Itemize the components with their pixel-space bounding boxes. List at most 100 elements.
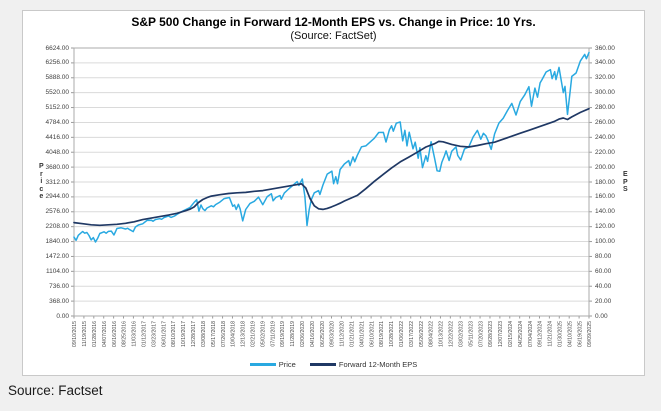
y-tick-label-right: 140.00 (595, 208, 615, 216)
x-tick-label: 06/16/2016 (112, 321, 118, 347)
x-tick-label: 09/19/2019 (280, 321, 286, 347)
price-line (73, 51, 590, 243)
plot-border (73, 47, 590, 317)
x-tick-label: 12/28/2017 (191, 321, 197, 347)
x-tick-label: 09/10/2015 (72, 321, 78, 347)
x-tick-label: 03/08/2018 (201, 321, 207, 347)
y-tick-label-right: 340.00 (595, 59, 615, 67)
y-tick-label-left: 1104.00 (45, 267, 69, 275)
y-tick-label-right: 200.00 (595, 163, 615, 171)
x-tick-label: 03/23/2017 (151, 321, 157, 347)
right-axis-title: E P S (623, 171, 628, 193)
y-tick-label-left: 5520.00 (45, 89, 70, 97)
x-tick-label: 07/04/2024 (528, 321, 534, 347)
x-tick-label: 04/01/2021 (359, 321, 365, 347)
y-tick-label-left: 0.00 (56, 312, 69, 320)
y-tick-label-right: 120.00 (595, 223, 615, 231)
y-tick-label-left: 2944.00 (45, 193, 70, 201)
chart-title: S&P 500 Change in Forward 12-Month EPS v… (131, 15, 536, 29)
x-tick-label: 06/10/2021 (369, 321, 375, 347)
y-tick-label-left: 4416.00 (45, 133, 70, 141)
x-tick-label: 08/19/2021 (379, 321, 385, 347)
x-tick-label: 01/21/2021 (350, 321, 356, 347)
x-tick-label: 02/06/2020 (300, 321, 306, 347)
x-tick-label: 06/19/2025 (577, 321, 583, 347)
x-tick-label: 09/12/2024 (538, 321, 544, 347)
legend-line-icon (249, 363, 276, 366)
y-tick-label-left: 4784.00 (45, 118, 70, 126)
x-tick-label: 11/28/2019 (290, 321, 296, 347)
y-tick-label-right: 60.00 (595, 267, 612, 275)
y-tick-label-left: 1472.00 (45, 252, 70, 260)
y-tick-label-left: 5888.00 (45, 74, 70, 82)
y-tick-label-right: 320.00 (595, 74, 615, 82)
y-tick-label-right: 240.00 (595, 133, 615, 141)
x-tick-label: 11/19/2015 (82, 321, 88, 347)
x-tick-label: 10/13/2022 (439, 321, 445, 347)
y-tick-label-left: 6256.00 (45, 59, 70, 67)
y-tick-label-left: 1840.00 (45, 238, 70, 246)
x-tick-label: 05/26/2022 (419, 321, 425, 347)
x-tick-label: 04/16/2020 (310, 321, 316, 347)
x-tick-label: 11/21/2024 (548, 321, 554, 347)
y-tick-label-right: 280.00 (595, 104, 615, 112)
x-tick-label: 12/07/2023 (498, 321, 504, 347)
x-tick-label: 05/17/2018 (211, 321, 217, 347)
legend-line-icon (309, 363, 336, 366)
x-tick-label: 07/26/2018 (221, 321, 227, 347)
x-tick-label: 06/25/2020 (320, 321, 326, 347)
x-tick-label: 09/09/2025 (587, 321, 593, 347)
chart-panel: S&P 500 Change in Forward 12-Month EPS v… (22, 10, 645, 376)
x-tick-label: 05/11/2023 (468, 321, 474, 347)
y-tick-label-right: 100.00 (595, 238, 615, 246)
x-tick-label: 02/15/2024 (508, 321, 514, 347)
x-tick-label: 07/20/2023 (478, 321, 484, 347)
y-tick-label-left: 4048.00 (45, 148, 70, 156)
x-tick-label: 12/13/2018 (241, 321, 247, 347)
source-footer: Source: Factset (8, 383, 103, 398)
x-tick-label: 03/02/2023 (458, 321, 464, 347)
x-tick-label: 08/10/2017 (171, 321, 177, 347)
eps-line (73, 107, 590, 227)
x-tick-label: 04/25/2024 (518, 321, 524, 347)
x-tick-label: 09/03/2020 (330, 321, 336, 347)
x-tick-label: 10/28/2021 (389, 321, 395, 347)
x-tick-label: 04/07/2016 (102, 321, 108, 347)
legend-label: Forward 12-Month EPS (338, 360, 418, 369)
y-tick-label-right: 160.00 (595, 193, 615, 201)
y-tick-label-right: 20.00 (595, 297, 612, 305)
x-tick-label: 03/17/2022 (409, 321, 415, 347)
y-tick-label-right: 260.00 (595, 118, 615, 126)
x-tick-label: 01/28/2016 (92, 321, 98, 347)
x-tick-label: 01/12/2017 (142, 321, 148, 347)
y-tick-label-left: 2208.00 (45, 223, 70, 231)
x-tick-label: 08/04/2022 (429, 321, 435, 347)
y-tick-label-right: 180.00 (595, 178, 615, 186)
y-tick-label-right: 0.00 (595, 312, 608, 320)
y-tick-label-left: 2576.00 (45, 208, 70, 216)
x-tick-label: 01/30/2025 (557, 321, 563, 347)
y-tick-label-left: 6624.00 (45, 44, 70, 52)
y-tick-label-left: 5152.00 (45, 104, 70, 112)
y-tick-label-left: 368.00 (49, 297, 69, 305)
x-tick-label: 11/12/2020 (340, 321, 346, 347)
x-tick-label: 05/02/2019 (260, 321, 266, 347)
y-tick-label-left: 3680.00 (45, 163, 70, 171)
x-tick-label: 04/10/2025 (567, 321, 573, 347)
legend-item-price: Price (249, 360, 296, 369)
chart-subtitle: (Source: FactSet) (290, 30, 377, 42)
y-tick-label-right: 220.00 (595, 148, 615, 156)
x-tick-label: 07/11/2019 (270, 321, 276, 347)
x-tick-label: 10/04/2018 (231, 321, 237, 347)
y-tick-label-left: 736.00 (49, 282, 69, 290)
y-tick-label-left: 3312.00 (45, 178, 70, 186)
x-tick-label: 11/03/2016 (132, 321, 138, 347)
x-tick-label: 06/01/2017 (161, 321, 167, 347)
y-tick-label-right: 40.00 (595, 282, 612, 290)
y-tick-label-right: 360.00 (595, 44, 615, 52)
x-tick-label: 10/19/2017 (181, 321, 187, 347)
x-tick-label: 12/22/2022 (449, 321, 455, 347)
legend: Price Forward 12-Month EPS (23, 360, 644, 369)
plot-svg: 09/10/2015 11/19/2015 01/28/2016 04/07/2016… (71, 47, 593, 347)
